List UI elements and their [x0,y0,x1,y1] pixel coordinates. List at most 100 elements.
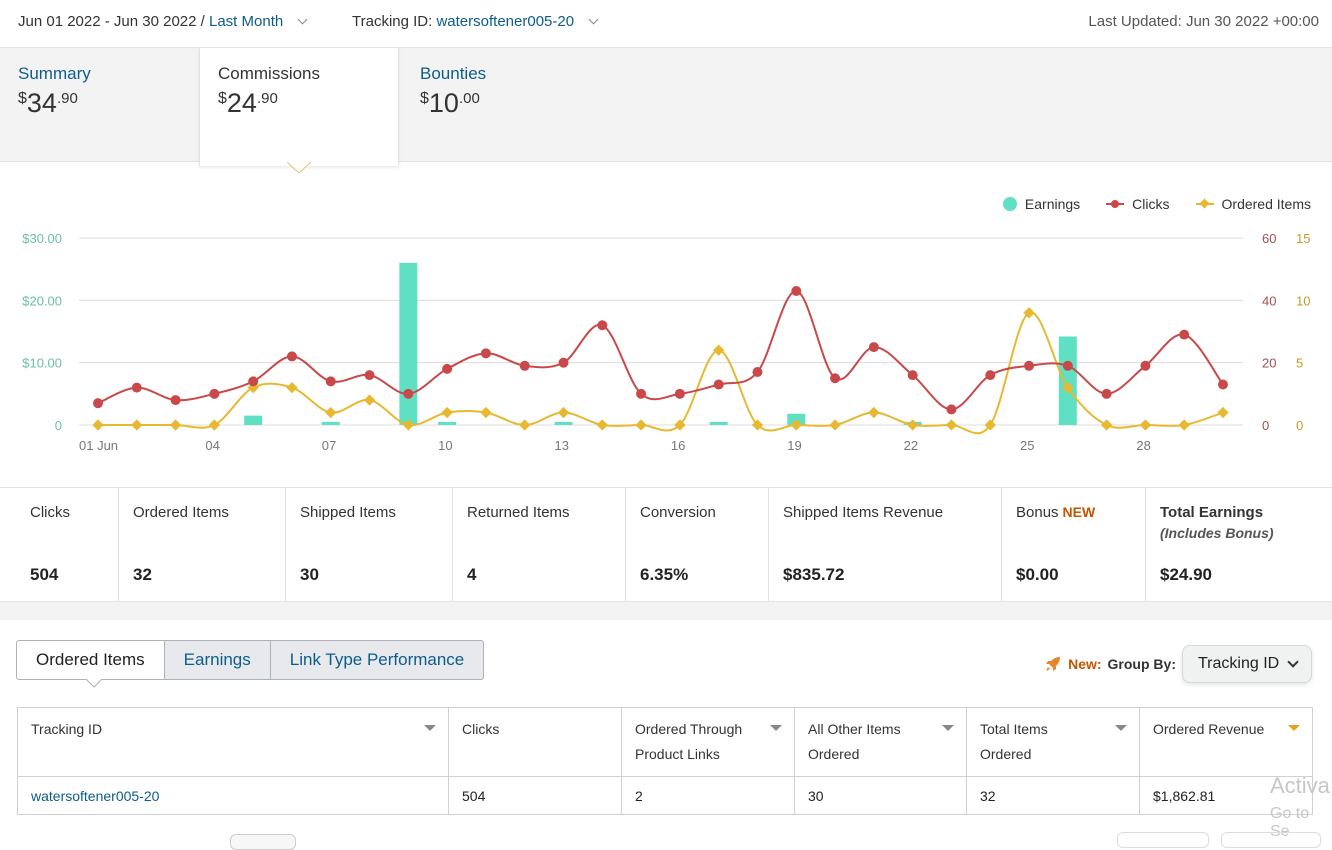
ordered-items-axis-tick: 0 [1296,418,1303,433]
sort-arrow-icon[interactable] [770,725,782,731]
sort-arrow-icon[interactable] [424,725,436,731]
cell-total-items: 32 [966,776,1140,815]
activation-watermark-sub: Go to Se [1270,805,1310,840]
clicks-point [713,379,724,390]
stat-label: Shipped Items [300,504,396,521]
sort-arrow-icon[interactable] [1288,725,1300,731]
clicks-point [1024,360,1035,371]
clicks-axis-tick: 0 [1262,418,1269,433]
ordered-items-point [325,406,337,419]
ordered-items-point [480,406,492,419]
prev-page-button[interactable] [1117,832,1209,848]
ordered-items-point [713,344,725,356]
ordered-items-point [402,419,415,431]
amount-whole: 24 [226,88,257,118]
col-ordered-revenue[interactable]: Ordered Revenue [1139,707,1313,777]
legend-ordered-items[interactable]: Ordered Items [1195,196,1311,212]
clicks-axis-tick: 20 [1262,356,1276,371]
next-page-button[interactable] [1221,832,1321,848]
tab-ordered-items[interactable]: Ordered Items [16,640,165,680]
earnings-bar [321,421,340,425]
clicks-point [286,351,297,362]
group-by-select[interactable]: Tracking ID [1182,645,1312,683]
stat-label: Returned Items [467,504,570,521]
earnings-bar [244,415,263,425]
active-tab-pointer [287,162,311,174]
stat-shipped-revenue: Shipped Items Revenue $835.72 [769,488,1002,601]
ordered-items-point [131,419,143,431]
amount-fraction: .90 [256,90,278,107]
clicks-point [752,367,763,378]
legend-clicks[interactable]: Clicks [1106,196,1170,212]
section-divider [0,602,1332,620]
legend-earnings[interactable]: Earnings [1002,196,1081,212]
col-all-other-items-ordered[interactable]: All Other Items Ordered [794,707,967,777]
group-by-label: Group By: [1107,656,1176,672]
ordered-items-point [829,419,841,431]
new-label: New: [1068,656,1102,672]
amount-whole: 34 [26,88,57,118]
sort-arrow-icon[interactable] [942,725,954,731]
stat-conversion: Conversion 6.35% [626,488,769,601]
x-axis-tick: 16 [671,438,685,453]
page-size-control[interactable] [230,834,296,850]
x-axis-tick: 10 [438,438,452,453]
tab-commissions[interactable]: Commissions $24.90 [199,48,399,166]
legend-earnings-label: Earnings [1024,196,1081,212]
chevron-down-icon[interactable] [297,14,308,25]
currency-symbol: $ [18,90,27,107]
ordered-items-point [751,419,764,431]
group-by-control: New: Group By: Tracking ID [1044,645,1312,683]
x-axis-tick: 22 [904,438,918,453]
clicks-line [97,289,1224,411]
earnings-bar [1058,336,1077,425]
summary-amount: $34.90 [18,88,200,119]
chevron-down-icon[interactable] [588,14,599,25]
period-link[interactable]: Last Month [209,13,284,30]
cell-ordered-revenue: $1,862.81 [1139,776,1313,815]
tab-bounties[interactable]: Bounties $10.00 [402,48,602,162]
ordered-items-legend-marker [1195,203,1214,205]
clicks-point [636,388,647,399]
stat-label: Shipped Items Revenue [783,504,944,521]
col-ordered-through-product-links[interactable]: Ordered Through Product Links [621,707,795,777]
x-axis-tick: 04 [205,438,219,453]
clicks-point [480,348,491,359]
col-clicks[interactable]: Clicks [448,707,622,777]
ordered-items-point [363,394,376,406]
tab-earnings[interactable]: Earnings [163,640,271,680]
report-tabs: Ordered Items Earnings Link Type Perform… [16,640,485,680]
col-tracking-id[interactable]: Tracking ID [17,707,449,777]
cell-clicks: 504 [448,776,622,815]
sort-arrow-icon[interactable] [1115,725,1127,731]
ordered-items-point [1178,419,1190,431]
header-label: Ordered Revenue [1153,721,1265,737]
clicks-point [325,376,336,387]
stat-sublabel: (Includes Bonus) [1160,525,1274,541]
clicks-point [1140,360,1151,371]
ordered-items-point [906,419,919,431]
col-total-items-ordered[interactable]: Total Items Ordered [966,707,1140,777]
ordered-items-point [635,419,647,431]
stat-ordered-items: Ordered Items 32 [119,488,286,601]
ordered-items-point [868,406,880,419]
date-range-selector[interactable]: Jun 01 2022 - Jun 30 2022 / Last Month [18,13,308,30]
tab-summary[interactable]: Summary $34.90 [0,48,200,162]
stat-value: 30 [300,565,319,584]
tracking-id-selector[interactable]: Tracking ID: watersoftener005-20 [352,13,599,30]
cell-all-other-items: 30 [794,776,967,815]
tracking-id-link[interactable]: watersoftener005-20 [31,787,160,804]
clicks-point [907,370,918,381]
ordered-items-table: Tracking ID Clicks Ordered Through Produ… [17,707,1313,815]
clicks-point [1062,360,1073,371]
ordered-items-point [286,381,298,394]
ordered-items-axis-tick: 15 [1296,231,1310,246]
tab-link-type-performance[interactable]: Link Type Performance [269,640,485,680]
header-label: Total Items Ordered [980,721,1048,762]
tracking-id-value[interactable]: watersoftener005-20 [436,13,575,30]
clicks-point [674,388,685,399]
cell-ordered-through-links: 2 [621,776,795,815]
clicks-point [519,360,530,371]
amount-fraction: .90 [56,90,78,107]
clicks-point [364,370,375,381]
